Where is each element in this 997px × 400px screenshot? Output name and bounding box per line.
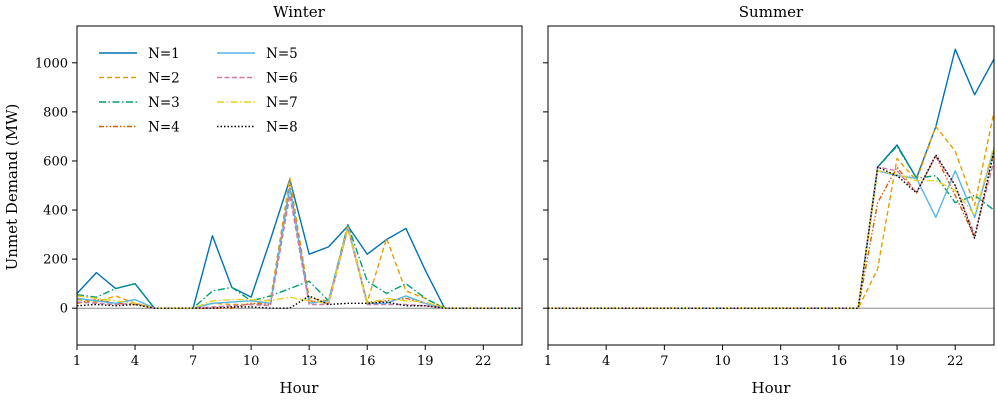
winter-series-n-5: [76, 187, 522, 309]
winter-x-tick-label: 1: [73, 354, 81, 369]
y-axis-title: Unmet Demand (MW): [3, 104, 21, 271]
winter-x-tick-label: 16: [359, 354, 376, 369]
winter-y-tick-label: 600: [43, 154, 68, 169]
winter-y-tick-label: 400: [43, 204, 68, 219]
summer-x-tick-label: 4: [602, 354, 610, 369]
winter-series-n-6: [76, 194, 522, 309]
summer-panel: Summer Hour 1 4 7 10 13 16 19 22: [543, 3, 995, 397]
winter-x-tick-label: 13: [301, 354, 318, 369]
summer-x-tick-label: 13: [772, 354, 789, 369]
winter-x-tick-label: 4: [131, 354, 139, 369]
summer-title: Summer: [739, 3, 804, 21]
winter-y-tick-label: 0: [60, 302, 68, 317]
winter-y-tick-label: 200: [43, 253, 68, 268]
winter-series-n-3: [76, 224, 522, 309]
summer-series-n-8: [548, 150, 995, 309]
summer-series-n-2: [548, 111, 995, 309]
winter-x-tick-label: 22: [475, 354, 492, 369]
summer-series-n-3: [548, 145, 995, 309]
legend-label-n-2: N=2: [148, 71, 180, 87]
legend-label-n-7: N=7: [266, 95, 298, 111]
summer-x-tick-label: 1: [544, 354, 552, 369]
winter-series-n-7: [76, 226, 522, 309]
summer-x-tick-label: 19: [889, 354, 906, 369]
winter-y-tick-label: 1000: [35, 56, 68, 71]
legend-label-n-5: N=5: [266, 46, 298, 62]
summer-plot-frame: [547, 25, 995, 346]
legend-label-n-8: N=8: [266, 120, 298, 136]
summer-series-n-4: [548, 150, 995, 309]
legend-label-n-3: N=3: [148, 95, 180, 111]
winter-x-axis-title: Hour: [280, 379, 320, 397]
summer-series-n-1: [548, 48, 995, 309]
winter-y-tick-label: 800: [43, 105, 68, 120]
winter-panel: Winter Hour 1 4 7 10 13 16 19 22 0 200 400 600 800 10…: [35, 3, 523, 397]
winter-x-tick-label: 19: [417, 354, 434, 369]
winter-x-tick-label: 7: [189, 354, 197, 369]
legend-label-n-4: N=4: [148, 120, 180, 136]
summer-x-tick-label: 16: [831, 354, 848, 369]
legend: N=1 N=2 N=3 N=4 N=5 N=6 N=7 N=8: [99, 46, 298, 136]
summer-series-n-6: [548, 155, 995, 309]
summer-x-tick-label: 10: [714, 354, 731, 369]
summer-series-n-7: [548, 146, 995, 309]
summer-x-tick-label: 22: [947, 354, 964, 369]
legend-label-n-1: N=1: [148, 46, 180, 62]
winter-title: Winter: [273, 3, 326, 21]
summer-x-tick-label: 7: [660, 354, 668, 369]
winter-series-n-8: [76, 295, 522, 309]
legend-label-n-6: N=6: [266, 71, 298, 87]
winter-plot-frame: [76, 25, 523, 346]
summer-x-axis-title: Hour: [752, 379, 792, 397]
winter-x-tick-label: 10: [243, 354, 260, 369]
